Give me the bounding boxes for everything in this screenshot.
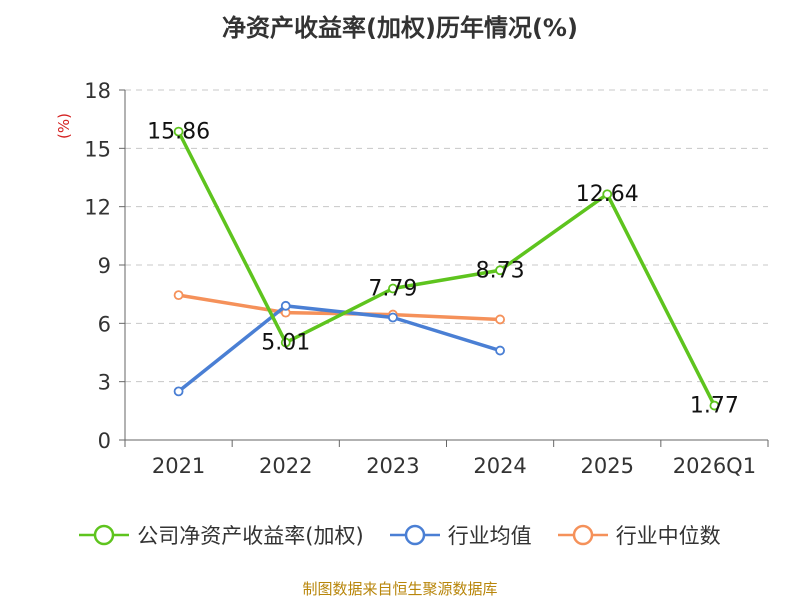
y-axis-unit-label: (%) <box>55 113 73 139</box>
chart-legend: 公司净资产收益率(加权) 行业均值 行业中位数 <box>0 520 800 550</box>
data-point <box>388 283 398 294</box>
data-point <box>173 126 184 137</box>
x-tick-label: 2026Q1 <box>673 454 756 478</box>
data-label: 7.79 <box>368 277 417 302</box>
legend-item[interactable]: 行业中位数 <box>557 520 721 550</box>
legend-label: 行业均值 <box>447 524 532 548</box>
x-tick-label: 2025 <box>581 454 634 478</box>
x-tick-label: 2021 <box>152 454 205 478</box>
data-source-note: 制图数据来自恒生聚源数据库 <box>302 580 498 598</box>
y-tick-label: 3 <box>98 371 111 395</box>
legend-item[interactable]: 公司净资产收益率(加权) <box>79 520 364 550</box>
data-point <box>709 400 720 411</box>
data-label: 12.64 <box>576 182 639 207</box>
data-label: 5.01 <box>261 331 310 356</box>
legend-line-marker-icon <box>79 524 130 546</box>
data-point <box>495 265 505 276</box>
legend-label: 行业中位数 <box>615 524 721 548</box>
data-label: 1.77 <box>690 394 739 419</box>
series-line <box>177 304 501 393</box>
data-point <box>388 312 398 323</box>
chart-title: 净资产收益率(加权)历年情况(%) <box>222 14 578 42</box>
x-tick-label: 2024 <box>473 454 526 478</box>
x-tick-label: 2023 <box>366 454 419 478</box>
data-label: 8.73 <box>476 258 525 283</box>
data-point <box>173 386 184 397</box>
y-tick-label: 18 <box>84 79 111 103</box>
legend-label: 公司净资产收益率(加权) <box>137 524 364 548</box>
legend-line-marker-icon <box>557 524 608 546</box>
legend-item[interactable]: 行业均值 <box>389 520 532 550</box>
data-label: 15.86 <box>147 120 210 145</box>
data-point <box>495 345 505 356</box>
legend-line-marker-icon <box>389 524 440 546</box>
data-point <box>280 300 291 311</box>
data-point <box>602 189 613 200</box>
data-point <box>495 314 505 325</box>
y-tick-label: 9 <box>98 254 111 278</box>
data-point <box>280 337 291 348</box>
y-tick-label: 12 <box>84 196 111 220</box>
data-point <box>173 290 184 301</box>
x-tick-label: 2022 <box>259 454 312 478</box>
y-tick-label: 6 <box>98 312 111 336</box>
y-tick-label: 15 <box>84 137 111 161</box>
y-tick-label: 0 <box>98 429 111 453</box>
series-line <box>177 130 716 407</box>
